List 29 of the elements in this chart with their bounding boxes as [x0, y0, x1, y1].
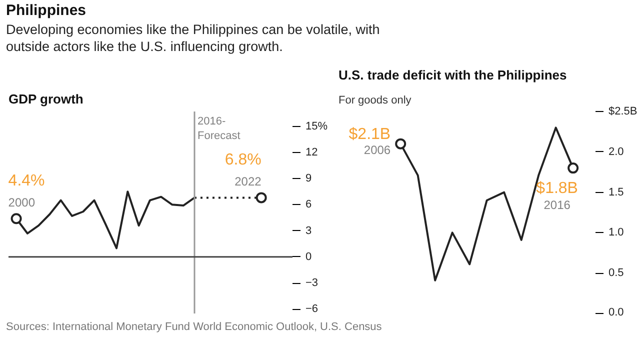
annotation: 4.4% [8, 172, 45, 190]
annotation: 6.8% [224, 152, 262, 169]
annotation: 2000 [8, 196, 36, 210]
annotation: $1.8B [536, 180, 578, 198]
chart-subtitle: For goods only [338, 94, 412, 106]
y-tick-label: 1.0 [608, 226, 624, 239]
chart-title: U.S. trade deficit with the Philippines [338, 68, 567, 82]
text: 2016- Forecast [197, 116, 240, 142]
text: 2006 [364, 142, 391, 157]
text: $2.1B [348, 126, 391, 143]
y-tick-label: −6 [306, 303, 318, 316]
annotation: 2016 [544, 198, 571, 212]
annotation: 2022 [234, 174, 262, 189]
y-tick-label: 15% [306, 120, 328, 132]
source-note: Sources: International Monetary Fund World Economic Outlook, U.S. Census [6, 320, 382, 335]
y-tick-label: 9 [306, 172, 312, 185]
y-tick-label: 12 [306, 146, 318, 158]
y-tick-label: 0 [306, 250, 312, 263]
y-tick-label: 3 [306, 224, 312, 237]
y-tick-label: 6 [306, 198, 312, 211]
y-tick-label: 0.5 [608, 267, 624, 280]
text: Philippines [6, 1, 88, 21]
text: Developing economies like the Philippines can be volatile, with outside actors like the U.S. influencing growth. [6, 21, 381, 56]
y-tick-label: 1.5 [608, 186, 624, 198]
chart-title: GDP growth [8, 92, 84, 106]
y-tick-label: −3 [306, 277, 318, 290]
y-tick-label: $2.5B [608, 106, 638, 118]
y-tick-label: 0.0 [608, 306, 624, 318]
y-tick-label: 2.0 [608, 146, 624, 158]
